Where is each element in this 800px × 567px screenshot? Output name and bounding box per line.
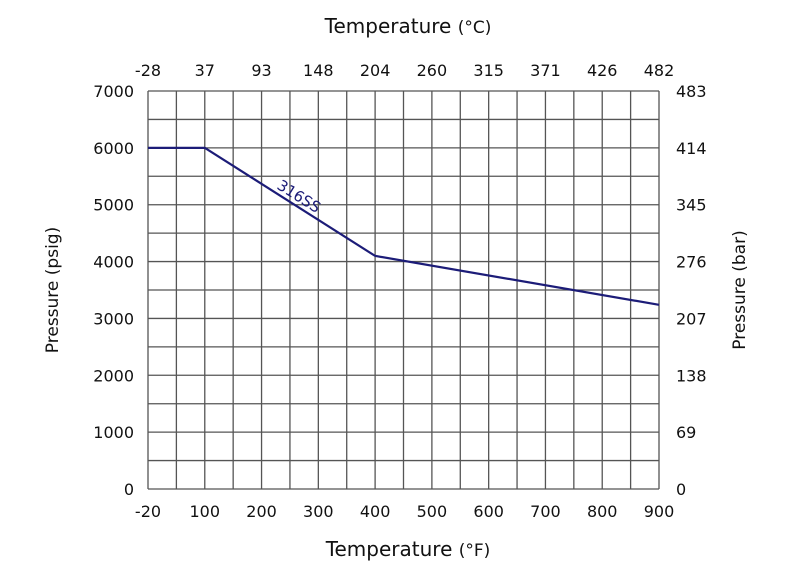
x2-tick-label: 315 [473,61,504,80]
series-line-316ss [148,146,660,306]
x2-tick-label: 426 [587,61,618,80]
x2-tick-label: 148 [303,61,334,80]
x2-tick-label: 93 [251,61,271,80]
x2-tick-label: 371 [530,61,561,80]
x-tick-label: 500 [417,502,448,521]
y-tick-label: 5000 [93,196,134,215]
y2-tick-label: 0 [676,480,686,499]
y-tick-label: 4000 [93,253,134,272]
x2-tick-label: 260 [417,61,448,80]
x-tick-label: 300 [303,502,334,521]
x-tick-label: -20 [135,502,161,521]
x2-tick-label: 482 [644,61,675,80]
y2-tick-label: 345 [676,196,707,215]
y-tick-label: 1000 [93,423,134,442]
y-tick-label: 3000 [93,309,134,328]
x2-axis-title: Temperature (°C) [324,14,492,38]
x-tick-label: 200 [246,502,277,521]
y2-tick-label: 483 [676,82,707,101]
y2-axis-title: Pressure (bar) [730,230,750,349]
y2-tick-label: 69 [676,423,696,442]
y-tick-label: 2000 [93,366,134,385]
x-tick-label: 400 [360,502,391,521]
y-tick-label: 6000 [93,139,134,158]
x2-tick-label: 37 [195,61,215,80]
x-tick-label: 900 [644,502,675,521]
y-tick-label: 0 [124,480,134,499]
x-tick-label: 100 [190,502,221,521]
x-axis-title: Temperature (°F) [325,537,491,561]
x-tick-label: 600 [473,502,504,521]
y-axis-title: Pressure (psig) [43,227,63,353]
grid [147,90,660,490]
x2-tick-label: -28 [135,61,161,80]
y2-tick-label: 414 [676,139,707,158]
y2-tick-label: 138 [676,366,707,385]
x-tick-label: 700 [530,502,561,521]
y2-tick-label: 276 [676,253,707,272]
y-tick-label: 7000 [93,82,134,101]
x-tick-label: 800 [587,502,618,521]
x2-tick-label: 204 [360,61,391,80]
y2-tick-label: 207 [676,309,707,328]
